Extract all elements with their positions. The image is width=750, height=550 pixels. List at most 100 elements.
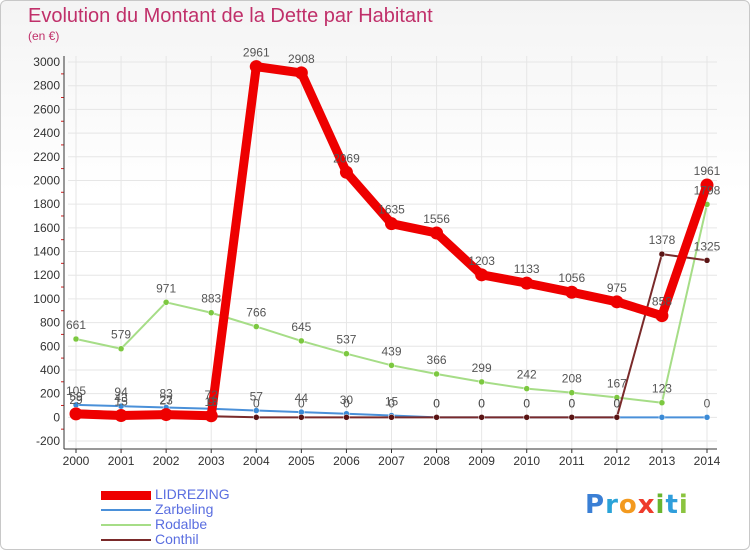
data-label: 72 xyxy=(205,388,219,402)
logo-letter: i xyxy=(655,490,666,520)
data-label: 15 xyxy=(385,395,399,409)
data-labels: 105 94 83 72 57 44 30 15 0 0 0 0 0 066157997188376664… xyxy=(66,46,721,411)
logo-letter: o xyxy=(618,490,638,520)
legend-label: Conthil xyxy=(155,531,199,547)
unit-label: (en €) xyxy=(28,29,60,43)
data-point xyxy=(69,407,83,421)
data-label: 0 xyxy=(478,396,485,410)
data-point xyxy=(204,409,218,423)
legend-label: LIDREZING xyxy=(155,486,230,502)
data-label: 645 xyxy=(291,320,311,334)
series-rodalbe xyxy=(72,201,711,406)
x-tick-label: 2010 xyxy=(513,454,540,468)
logo-letter: t xyxy=(665,490,679,520)
legend-swatch xyxy=(101,509,151,511)
series-group xyxy=(69,60,714,423)
y-tick-label: 3000 xyxy=(33,55,60,69)
data-point xyxy=(700,178,714,192)
x-tick-label: 2008 xyxy=(423,454,450,468)
data-label: 15 xyxy=(114,395,128,409)
data-label: 2908 xyxy=(288,52,315,66)
data-label: 59 xyxy=(69,389,83,403)
logo-letter: i xyxy=(678,490,689,520)
data-label: 0 xyxy=(298,396,305,410)
data-point xyxy=(703,414,711,421)
data-point xyxy=(339,165,353,179)
data-point xyxy=(568,389,576,396)
x-tick-label: 2006 xyxy=(333,454,360,468)
data-label: 1378 xyxy=(649,233,676,247)
data-label: 883 xyxy=(201,292,221,306)
series-lidrezing xyxy=(69,60,714,423)
data-point xyxy=(343,350,350,357)
x-tick-label: 2005 xyxy=(288,454,315,468)
data-label: 44 xyxy=(295,391,309,405)
data-label: 0 xyxy=(614,396,621,410)
data-label: 23 xyxy=(159,394,173,408)
data-point xyxy=(72,335,80,343)
data-point xyxy=(207,309,215,316)
data-label: 971 xyxy=(156,281,176,295)
data-label: 1056 xyxy=(558,271,585,285)
data-point xyxy=(253,323,260,330)
axes: -200020040060080010001200140016001800200… xyxy=(33,55,720,468)
data-label: 661 xyxy=(66,318,86,332)
data-label: 83 xyxy=(159,386,173,400)
x-tick-label: 2004 xyxy=(243,454,270,468)
data-label: 0 xyxy=(253,396,260,410)
data-point xyxy=(613,394,621,401)
data-label: 0 xyxy=(568,396,575,410)
data-label: 0 xyxy=(614,396,621,410)
data-point xyxy=(114,409,128,423)
y-tick-label: 2800 xyxy=(33,79,60,93)
data-label: 94 xyxy=(114,385,128,399)
logo-letter: r xyxy=(605,490,619,520)
y-tick-label: 600 xyxy=(40,339,60,353)
legend-swatch xyxy=(101,490,151,500)
data-label: 537 xyxy=(336,333,356,347)
data-point xyxy=(433,414,440,421)
y-tick-label: 1200 xyxy=(33,268,60,282)
data-label: 0 xyxy=(523,396,530,410)
data-label: 9 xyxy=(208,395,215,409)
y-tick-label: -200 xyxy=(36,434,60,448)
data-point xyxy=(658,414,666,421)
x-tick-label: 2003 xyxy=(198,454,225,468)
legend-swatch xyxy=(101,539,151,541)
data-label: 2069 xyxy=(333,151,360,165)
x-tick-label: 2009 xyxy=(468,454,495,468)
data-point xyxy=(249,60,263,74)
data-label: 1133 xyxy=(514,262,540,276)
data-point xyxy=(568,414,576,421)
data-label: 858 xyxy=(652,295,672,309)
data-point xyxy=(294,66,308,80)
data-label: 975 xyxy=(607,281,627,295)
data-point xyxy=(520,276,534,290)
x-tick-label: 2000 xyxy=(63,454,90,468)
data-label: 2961 xyxy=(243,46,270,60)
data-point xyxy=(433,370,440,378)
data-label: 1325 xyxy=(694,239,721,253)
data-point xyxy=(162,299,170,306)
logo-letter: P xyxy=(585,490,606,520)
y-tick-label: 1800 xyxy=(33,197,60,211)
data-label: 1961 xyxy=(694,164,721,178)
x-tick-label: 2001 xyxy=(108,454,135,468)
y-tick-label: 2400 xyxy=(33,126,60,140)
data-label: 0 xyxy=(433,396,440,410)
data-label: 1635 xyxy=(378,203,405,217)
data-point xyxy=(655,309,669,323)
data-label: 579 xyxy=(111,328,131,342)
data-point xyxy=(253,414,260,421)
data-point xyxy=(298,414,305,421)
data-point xyxy=(523,414,530,421)
data-label: 439 xyxy=(381,344,401,358)
data-label: 105 xyxy=(66,384,86,398)
data-label: 0 xyxy=(478,396,485,410)
data-label: 1798 xyxy=(694,183,721,197)
x-tick-label: 2011 xyxy=(559,454,585,468)
data-point xyxy=(613,414,621,421)
data-label: 0 xyxy=(704,396,711,410)
